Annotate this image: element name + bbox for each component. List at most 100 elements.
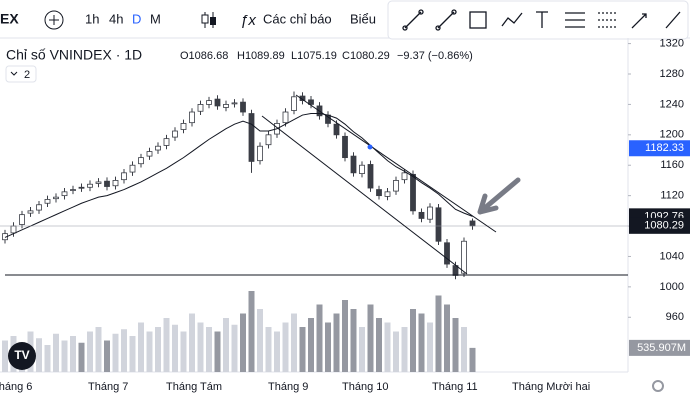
volume-bar: [257, 309, 263, 372]
volume-bar: [240, 313, 246, 372]
settings-icon[interactable]: [652, 380, 664, 392]
x-tick-label: Tháng 9: [268, 381, 308, 393]
candle-body: [223, 104, 229, 108]
legend-ohlc: O1086.68: [180, 50, 228, 62]
candle-body: [282, 111, 289, 124]
candle-body: [444, 242, 450, 265]
candle-body: [36, 204, 42, 211]
drawing-toolbar: [387, 0, 689, 40]
candle-body: [44, 199, 51, 204]
volume-bar: [138, 322, 144, 372]
volume-bar: [2, 340, 8, 372]
volume-bar: [248, 291, 255, 372]
candle-body: [189, 111, 195, 124]
volume-bar: [206, 327, 212, 372]
candle-body: [155, 145, 161, 151]
volume-bar: [376, 318, 382, 372]
candle-body: [104, 180, 110, 187]
y-tick-label: 1280: [660, 68, 684, 80]
volume-bar: [333, 313, 340, 372]
candle-body: [418, 211, 425, 219]
volume-bar: [197, 322, 204, 372]
collapse-button[interactable]: [5, 65, 37, 83]
y-tick-label: 1040: [660, 250, 684, 262]
candle-body: [206, 100, 212, 105]
candle-body: [231, 102, 238, 105]
y-tick-label: 1320: [660, 38, 684, 50]
candle-icon: [201, 14, 209, 24]
volume-bar: [410, 309, 416, 372]
candle-body: [376, 189, 382, 197]
volume-bar: [70, 336, 76, 372]
chevron: [10, 71, 18, 76]
candle-body: [248, 113, 255, 162]
y-tick-label: 1200: [660, 129, 684, 141]
volume-bar: [36, 338, 42, 372]
volume-label-box: [629, 339, 690, 356]
candle-icon: [210, 17, 216, 25]
y-tick-label: 1160: [660, 159, 684, 171]
user-drawings: [0, 94, 628, 276]
candle-body: [308, 99, 314, 105]
volume-bar: [104, 340, 110, 372]
volume-bar: [112, 333, 119, 372]
volume-bar: [265, 327, 272, 372]
indicators[interactable]: Các chỉ báo: [263, 11, 332, 26]
candle-body: [257, 145, 263, 162]
price-label-box: [629, 140, 690, 157]
interval[interactable]: 1h: [85, 11, 99, 26]
candle-body: [61, 191, 68, 197]
fx-icon[interactable]: ƒx: [240, 12, 256, 29]
candle-body: [393, 180, 399, 192]
volume-bar: [435, 295, 442, 372]
volume-bar: [129, 336, 136, 372]
x-tick-label: Tháng 6: [0, 381, 32, 393]
volume-bar: [291, 313, 297, 372]
price-label: 1182.33: [645, 142, 684, 154]
volume-bar: [461, 327, 467, 372]
candle-body: [461, 240, 467, 274]
moving-average: [4, 113, 473, 238]
candle-body: [53, 196, 59, 200]
add-icon[interactable]: [44, 10, 64, 30]
volume-bar: [189, 313, 195, 372]
price-label-box: [629, 217, 690, 234]
legend-title: Chỉ số VNINDEX · 1D: [6, 47, 142, 63]
candle-body: [384, 191, 391, 197]
x-tick-label: Tháng 11: [432, 381, 478, 393]
volume-bar: [452, 318, 459, 372]
candle-body: [469, 220, 476, 227]
interval[interactable]: 4h: [109, 11, 123, 26]
volume-bar: [316, 304, 323, 372]
drawing-tools[interactable]: [402, 9, 681, 31]
volume-bar: [342, 300, 348, 372]
volume-bar: [172, 324, 178, 372]
legend-ohlc: H1089.89: [237, 50, 285, 62]
legend-ohlc: C1080.29: [342, 50, 390, 62]
x-tick-label: Tháng Tám: [166, 381, 222, 393]
candle-body: [214, 98, 221, 107]
candle-body: [359, 164, 365, 174]
logo[interactable]: [8, 342, 36, 370]
symbol[interactable]: EX: [0, 11, 19, 27]
candle-body: [435, 207, 442, 242]
candle-body: [291, 96, 297, 111]
candle-body: [427, 206, 433, 220]
candle-body: [333, 123, 340, 136]
candle-body: [265, 134, 272, 146]
candle-body: [163, 138, 170, 146]
interval[interactable]: D: [132, 11, 141, 26]
volume-bar: [444, 304, 450, 372]
chart-type[interactable]: Biểu: [350, 11, 376, 26]
volume-bar: [359, 327, 365, 372]
candle-body: [240, 101, 246, 113]
volume-bar: [325, 322, 331, 372]
candle-body: [410, 173, 416, 212]
interval[interactable]: M: [150, 11, 161, 26]
y-tick-label: 1240: [660, 98, 684, 110]
volume-bar: [274, 331, 280, 372]
volume-bar: [367, 304, 374, 372]
series: [2, 91, 476, 372]
indicator-count: 2: [24, 69, 30, 81]
